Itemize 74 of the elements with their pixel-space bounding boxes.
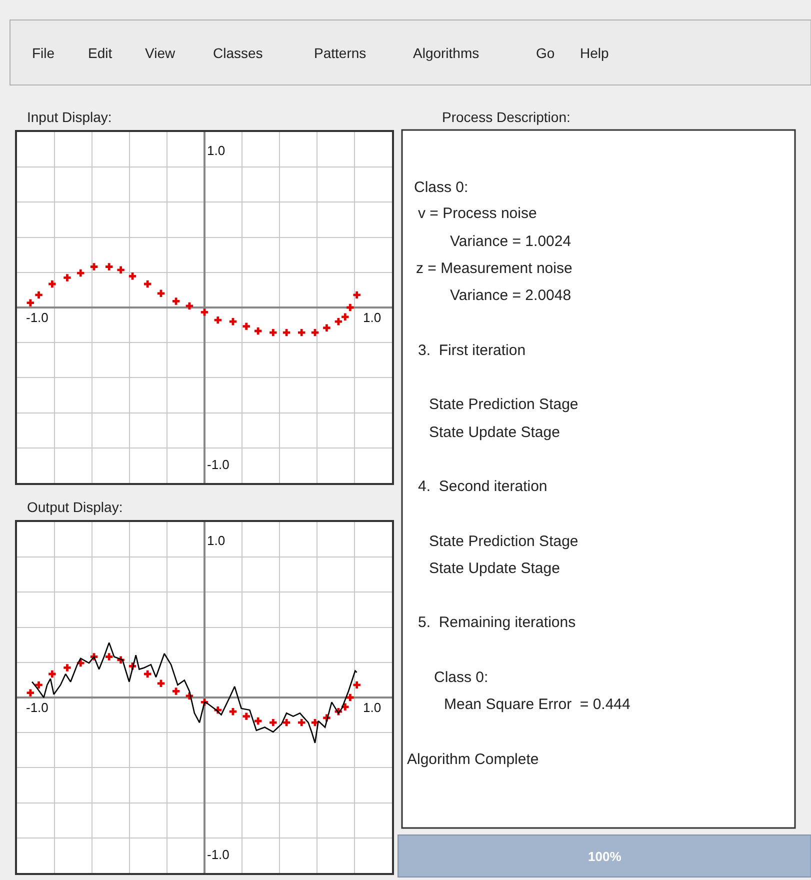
text: View bbox=[145, 45, 176, 61]
point bbox=[172, 298, 180, 305]
y-tick-label: 1.0 bbox=[207, 533, 226, 548]
point bbox=[270, 328, 277, 336]
text: Process Description: bbox=[442, 109, 570, 125]
point bbox=[353, 291, 360, 299]
point bbox=[229, 318, 237, 326]
point bbox=[254, 327, 262, 335]
text: State Update Stage bbox=[429, 560, 560, 577]
text: Variance = 1.0024 bbox=[450, 233, 572, 250]
point bbox=[35, 291, 42, 299]
text: v = Process noise bbox=[418, 205, 537, 222]
text: 100% bbox=[588, 849, 622, 864]
point bbox=[334, 318, 342, 326]
text: Class 0: bbox=[414, 179, 468, 196]
chart-title: Input Display: bbox=[27, 109, 112, 125]
text: Variance = 2.0048 bbox=[450, 287, 572, 304]
point bbox=[26, 689, 34, 696]
text: Class 0: bbox=[434, 669, 488, 686]
text: 3. First iteration bbox=[418, 342, 526, 359]
point bbox=[157, 680, 165, 687]
text: Go bbox=[536, 45, 555, 61]
point bbox=[242, 712, 250, 720]
point bbox=[186, 302, 194, 310]
point bbox=[64, 664, 71, 672]
point bbox=[157, 290, 165, 297]
point bbox=[346, 694, 354, 702]
point bbox=[323, 324, 330, 332]
point bbox=[105, 263, 113, 270]
point bbox=[128, 272, 136, 280]
text: Mean Square Error = 0.444 bbox=[444, 696, 630, 713]
point bbox=[298, 328, 306, 336]
point bbox=[200, 308, 208, 316]
point bbox=[342, 313, 349, 320]
text: Algorithm Complete bbox=[407, 751, 539, 768]
point bbox=[144, 280, 152, 288]
chart-title: Output Display: bbox=[27, 499, 123, 515]
text: State Update Stage bbox=[429, 424, 560, 441]
point bbox=[353, 681, 360, 689]
text: Algorithms bbox=[413, 45, 480, 61]
point bbox=[144, 670, 152, 678]
point bbox=[229, 708, 237, 716]
text: Classes bbox=[213, 45, 263, 61]
point bbox=[48, 670, 56, 678]
point bbox=[254, 717, 262, 725]
point bbox=[214, 316, 222, 324]
point bbox=[311, 328, 319, 336]
point bbox=[26, 299, 34, 306]
point bbox=[270, 718, 277, 726]
text: z = Measurement noise bbox=[416, 260, 572, 277]
text: State Prediction Stage bbox=[429, 396, 578, 413]
point bbox=[48, 280, 56, 288]
point bbox=[117, 266, 124, 274]
text: Help bbox=[580, 45, 610, 61]
point bbox=[105, 653, 113, 660]
text: Edit bbox=[88, 45, 112, 61]
text: 4. Second iteration bbox=[418, 478, 548, 495]
text: 5. Remaining iterations bbox=[418, 614, 576, 631]
y-tick-label: 1.0 bbox=[207, 143, 226, 158]
y-tick-label: -1.0 bbox=[207, 457, 230, 472]
y-tick-label: -1.0 bbox=[207, 847, 230, 862]
text: File bbox=[32, 45, 55, 61]
text: State Prediction Stage bbox=[429, 533, 578, 550]
point bbox=[35, 681, 42, 689]
point bbox=[282, 328, 290, 336]
point bbox=[77, 269, 84, 277]
point bbox=[64, 274, 71, 282]
point bbox=[90, 263, 98, 270]
point bbox=[298, 718, 306, 726]
point bbox=[172, 688, 180, 695]
point bbox=[242, 322, 250, 330]
point bbox=[282, 718, 290, 726]
text: Patterns bbox=[314, 45, 366, 61]
point bbox=[346, 304, 354, 312]
